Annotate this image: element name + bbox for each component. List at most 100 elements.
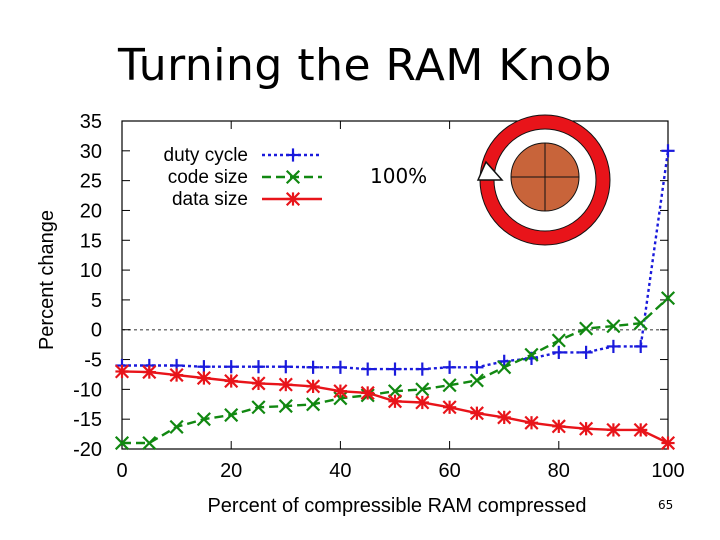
knob-label: 100% xyxy=(370,164,427,188)
x-tick-label: 60 xyxy=(438,460,460,482)
data-point-code-size xyxy=(306,397,321,412)
data-point-code-size xyxy=(142,435,157,451)
knob-arrow-icon xyxy=(476,160,504,181)
marker-stroke xyxy=(285,191,301,207)
series-code-size xyxy=(114,291,676,451)
data-point-code-size xyxy=(114,435,130,451)
data-point-data-size xyxy=(497,410,512,425)
marker-stroke xyxy=(278,399,293,414)
data-point-data-size xyxy=(442,400,457,415)
data-point-code-size xyxy=(524,347,539,362)
marker-stroke xyxy=(497,360,512,375)
data-point-data-size xyxy=(415,395,430,410)
marker-stroke xyxy=(169,367,184,383)
marker-stroke xyxy=(333,384,348,399)
data-point-data-size xyxy=(387,394,403,409)
data-point-duty-cycle xyxy=(415,362,429,376)
plot-frame xyxy=(121,120,669,450)
data-point-code-size xyxy=(469,373,484,388)
data-point-data-size xyxy=(579,421,594,436)
data-point-duty-cycle xyxy=(470,360,484,374)
data-point-duty-cycle xyxy=(579,345,593,359)
data-point-data-size xyxy=(633,422,648,437)
data-point-data-size xyxy=(114,364,130,379)
marker-stroke xyxy=(633,422,648,437)
marker-stroke xyxy=(579,321,594,336)
y-tick-label: 35 xyxy=(80,111,102,133)
axes: 35 30 25 20 15 10 5 0 -5 -10 -15 -20 0 20 40 60 80 100 Per… xyxy=(36,111,685,517)
data-point-data-size xyxy=(169,367,184,383)
data-point-duty-cycle xyxy=(333,360,347,374)
legend-marker-code-size xyxy=(285,169,301,185)
marker-stroke xyxy=(251,400,266,415)
marker-stroke xyxy=(606,422,621,437)
marker-stroke xyxy=(387,384,403,399)
marker-stroke xyxy=(360,385,375,400)
marker-stroke xyxy=(606,319,621,334)
marker-stroke xyxy=(196,370,211,386)
data-point-data-size xyxy=(142,365,157,380)
data-point-code-size xyxy=(497,360,512,375)
marker-stroke xyxy=(224,407,239,423)
marker-stroke xyxy=(285,169,301,185)
data-point-data-size xyxy=(606,422,621,437)
data-point-data-size xyxy=(224,373,239,389)
data-point-code-size xyxy=(606,319,621,334)
data-point-code-size xyxy=(660,291,676,306)
data-point-duty-cycle xyxy=(661,144,675,158)
y-tick-label: 25 xyxy=(80,171,102,193)
data-point-data-size xyxy=(469,406,484,421)
marker-stroke xyxy=(415,382,430,397)
data-point-data-size xyxy=(524,415,539,430)
data-point-data-size xyxy=(306,379,321,394)
marker-stroke xyxy=(251,376,266,391)
y-tick-label: 10 xyxy=(80,260,102,282)
data-point-data-size xyxy=(551,419,566,434)
data-point-code-size xyxy=(169,419,184,434)
series-duty-cycle xyxy=(115,144,675,376)
ram-knob: 100% xyxy=(370,114,611,246)
marker-stroke xyxy=(469,406,484,421)
data-point-duty-cycle xyxy=(251,360,266,374)
slide-title: Turning the RAM Knob xyxy=(118,40,612,91)
marker-stroke xyxy=(497,410,512,425)
series-line-duty-cycle xyxy=(122,150,670,371)
marker-stroke xyxy=(387,394,403,409)
x-tick-label: 0 xyxy=(116,460,127,482)
marker-stroke xyxy=(142,435,157,451)
y-axis-title: Percent change xyxy=(36,210,58,350)
data-point-data-size xyxy=(251,376,266,391)
marker-stroke xyxy=(224,373,239,389)
data-point-duty-cycle xyxy=(552,345,566,359)
marker-stroke xyxy=(306,379,321,394)
y-tick-label: 20 xyxy=(80,200,102,222)
data-point-duty-cycle xyxy=(388,362,402,376)
data-point-duty-cycle xyxy=(224,360,238,374)
legend-label-data-size: data size xyxy=(172,189,248,210)
marker-stroke xyxy=(633,316,648,331)
y-tick-label: 30 xyxy=(80,141,102,163)
data-point-duty-cycle xyxy=(361,362,375,376)
data-point-code-size xyxy=(415,382,430,397)
data-point-data-size xyxy=(660,435,676,451)
marker-stroke xyxy=(524,415,539,430)
data-point-code-size xyxy=(196,412,211,427)
y-tick-label: -15 xyxy=(73,409,102,431)
legend-marker-data-size xyxy=(285,191,301,207)
marker-stroke xyxy=(660,291,676,306)
data-point-code-size xyxy=(551,333,566,348)
series-data-size xyxy=(114,364,676,451)
marker-stroke xyxy=(469,373,484,388)
marker-stroke xyxy=(551,419,566,434)
legend-marker-duty-cycle xyxy=(286,148,300,162)
marker-stroke xyxy=(169,419,184,434)
data-point-code-size xyxy=(387,384,403,399)
y-tick-label: 0 xyxy=(91,320,102,342)
marker-stroke xyxy=(114,364,130,379)
marker-stroke xyxy=(660,435,676,451)
data-point-duty-cycle xyxy=(443,360,457,374)
marker-stroke xyxy=(524,347,539,362)
legend-label-code-size: code size xyxy=(168,167,248,188)
